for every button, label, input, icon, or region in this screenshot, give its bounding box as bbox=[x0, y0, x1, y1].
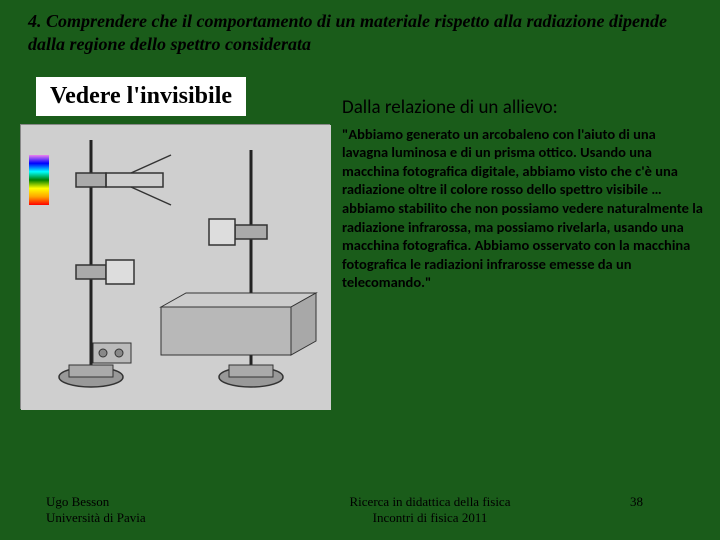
author-name: Ugo Besson bbox=[46, 494, 230, 510]
slide-title: Vedere l'invisibile bbox=[36, 77, 246, 116]
event-line1: Ricerca in didattica della fisica bbox=[230, 494, 630, 510]
apparatus-svg bbox=[21, 125, 331, 410]
author-affiliation: Università di Pavia bbox=[46, 510, 230, 526]
event-line2: Incontri di fisica 2011 bbox=[230, 510, 630, 526]
apparatus-diagram bbox=[20, 124, 330, 409]
spectrum-icon bbox=[29, 155, 49, 205]
page-number: 38 bbox=[630, 494, 720, 527]
footer: Ugo Besson Università di Pavia Ricerca i… bbox=[0, 494, 720, 527]
content-row: Dalla relazione di un allievo: "Abbiamo … bbox=[0, 124, 720, 409]
subtitle: Dalla relazione di un allievo: bbox=[342, 96, 704, 119]
image-column bbox=[20, 124, 330, 409]
slide-heading: 4. Comprendere che il comportamento di u… bbox=[0, 0, 720, 65]
footer-event: Ricerca in didattica della fisica Incont… bbox=[230, 494, 630, 527]
footer-author: Ugo Besson Università di Pavia bbox=[0, 494, 230, 527]
text-column: Dalla relazione di un allievo: "Abbiamo … bbox=[342, 124, 704, 409]
body-text: "Abbiamo generato un arcobaleno con l'ai… bbox=[342, 125, 704, 292]
